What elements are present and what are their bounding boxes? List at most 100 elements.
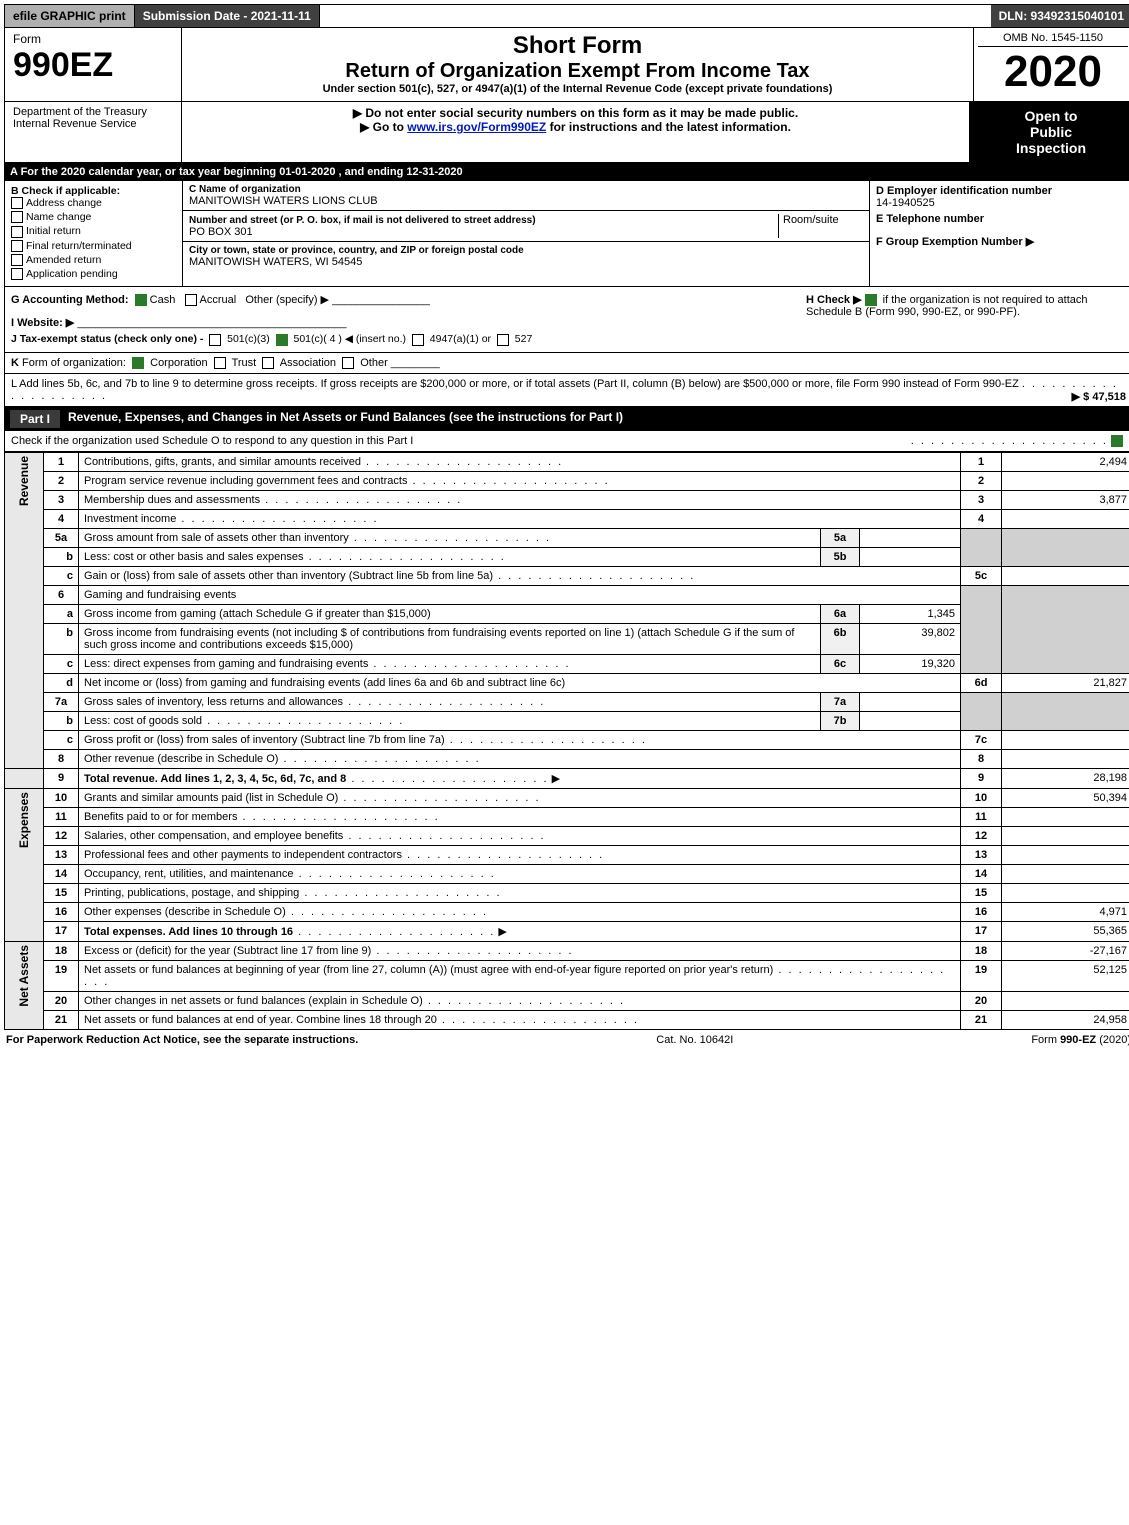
line-desc: Contributions, gifts, grants, and simila… — [84, 456, 361, 468]
tax-exempt-row: J Tax-exempt status (check only one) - 5… — [11, 333, 806, 345]
room-suite: Room/suite — [778, 214, 863, 238]
table-row: Expenses 10 Grants and similar amounts p… — [5, 788, 1129, 807]
dept-treasury: Department of the Treasury — [13, 106, 173, 118]
row-h-schedule-b: H Check ▶ if the organization is not req… — [806, 293, 1126, 345]
chk-schedule-b[interactable] — [865, 294, 877, 306]
table-row: a Gross income from gaming (attach Sched… — [5, 604, 1129, 623]
table-row: 4 Investment income 4 — [5, 509, 1129, 528]
chk-association[interactable] — [262, 357, 274, 369]
instructions-link-row: ▶ Go to www.irs.gov/Form990EZ for instru… — [186, 120, 965, 134]
table-row: 7a Gross sales of inventory, less return… — [5, 692, 1129, 711]
tax-year: 2020 — [978, 47, 1128, 97]
open-to-public-inspection: Open to Public Inspection — [970, 102, 1129, 162]
gross-receipts-amount: ▶ $ 47,518 — [1072, 390, 1126, 403]
table-row: 14 Occupancy, rent, utilities, and maint… — [5, 864, 1129, 883]
amount: 2,494 — [1002, 452, 1129, 471]
expenses-label: Expenses — [5, 788, 44, 941]
chk-trust[interactable] — [214, 357, 226, 369]
org-address: PO BOX 301 — [189, 226, 778, 238]
omb-number: OMB No. 1545-1150 — [978, 32, 1128, 47]
org-name: MANITOWISH WATERS LIONS CLUB — [189, 195, 863, 207]
cat-no: Cat. No. 10642I — [656, 1034, 733, 1046]
city-label: City or town, state or province, country… — [189, 245, 863, 256]
chk-final-return[interactable]: Final return/terminated — [11, 240, 176, 252]
irs-form-link[interactable]: www.irs.gov/Form990EZ — [407, 120, 546, 134]
chk-name-change[interactable]: Name change — [11, 211, 176, 223]
title-box: Short Form Return of Organization Exempt… — [182, 28, 974, 101]
table-row: 3 Membership dues and assessments 3 3,87… — [5, 490, 1129, 509]
phone-label: E Telephone number — [876, 213, 1126, 225]
irs-label: Internal Revenue Service — [13, 118, 173, 130]
form-header: Form 990EZ Short Form Return of Organiza… — [4, 28, 1129, 102]
efile-graphic-print[interactable]: efile GRAPHIC print — [5, 5, 135, 27]
form-word: Form — [13, 32, 173, 46]
row-l-text: L Add lines 5b, 6c, and 7b to line 9 to … — [11, 378, 1019, 390]
addr-label: Number and street (or P. O. box, if mail… — [189, 215, 536, 226]
chk-address-change[interactable]: Address change — [11, 197, 176, 209]
part1-title: Revenue, Expenses, and Changes in Net As… — [68, 410, 623, 428]
line-no: 1 — [44, 452, 79, 471]
ssn-notice: ▶ Do not enter social security numbers o… — [186, 106, 965, 120]
table-row: c Gross profit or (loss) from sales of i… — [5, 730, 1129, 749]
ein-label: D Employer identification number — [876, 185, 1126, 197]
open-line1: Open to — [976, 108, 1126, 124]
netassets-label: Net Assets — [5, 941, 44, 1029]
year-box: OMB No. 1545-1150 2020 — [974, 28, 1129, 101]
table-row: 9 Total revenue. Add lines 1, 2, 3, 4, 5… — [5, 768, 1129, 788]
table-row: d Net income or (loss) from gaming and f… — [5, 673, 1129, 692]
table-row: 6 Gaming and fundraising events — [5, 585, 1129, 604]
part1-check-row: Check if the organization used Schedule … — [4, 431, 1129, 452]
notice2-pre: ▶ Go to — [360, 120, 407, 134]
ein-value: 14-1940525 — [876, 197, 1126, 209]
org-city: MANITOWISH WATERS, WI 54545 — [189, 256, 863, 268]
notices: ▶ Do not enter social security numbers o… — [182, 102, 970, 162]
row-a-tax-year: A For the 2020 calendar year, or tax yea… — [4, 163, 1129, 181]
table-row: 16 Other expenses (describe in Schedule … — [5, 902, 1129, 921]
table-row: b Less: cost or other basis and sales ex… — [5, 547, 1129, 566]
row-gh: G Accounting Method: Cash Accrual Other … — [4, 287, 1129, 352]
submission-date: Submission Date - 2021-11-11 — [135, 5, 320, 27]
accounting-method: G Accounting Method: Cash Accrual Other … — [11, 293, 806, 306]
table-row: 13 Professional fees and other payments … — [5, 845, 1129, 864]
table-row: 21 Net assets or fund balances at end of… — [5, 1010, 1129, 1029]
row-k: K Form of organization: Corporation Trus… — [4, 353, 1129, 374]
chk-amended-return[interactable]: Amended return — [11, 254, 176, 266]
table-row: 20 Other changes in net assets or fund b… — [5, 991, 1129, 1010]
website-row: I Website: ▶ ___________________________… — [11, 316, 806, 329]
org-name-label: C Name of organization — [189, 184, 863, 195]
table-row: 19 Net assets or fund balances at beginn… — [5, 960, 1129, 991]
return-title: Return of Organization Exempt From Incom… — [186, 60, 969, 83]
chk-application-pending[interactable]: Application pending — [11, 268, 176, 280]
form-number: 990EZ — [13, 46, 173, 85]
table-row: c Less: direct expenses from gaming and … — [5, 654, 1129, 673]
open-line2: Public — [976, 124, 1126, 140]
table-row: 5a Gross amount from sale of assets othe… — [5, 528, 1129, 547]
under-section-text: Under section 501(c), 527, or 4947(a)(1)… — [186, 83, 969, 95]
ref-no: 1 — [961, 452, 1002, 471]
notice2-post: for instructions and the latest informat… — [550, 120, 791, 134]
table-row: Revenue 1 Contributions, gifts, grants, … — [5, 452, 1129, 471]
paperwork-notice: For Paperwork Reduction Act Notice, see … — [6, 1034, 358, 1046]
chk-schedule-o[interactable] — [1111, 435, 1123, 447]
table-row: 2 Program service revenue including gove… — [5, 471, 1129, 490]
chk-cash[interactable] — [135, 294, 147, 306]
chk-other-org[interactable] — [342, 357, 354, 369]
table-row: 11 Benefits paid to or for members 11 — [5, 807, 1129, 826]
table-row: b Less: cost of goods sold 7b — [5, 711, 1129, 730]
col-c-org-info: C Name of organization MANITOWISH WATERS… — [183, 181, 870, 286]
chk-initial-return[interactable]: Initial return — [11, 225, 176, 237]
table-row: c Gain or (loss) from sale of assets oth… — [5, 566, 1129, 585]
chk-accrual[interactable] — [185, 294, 197, 306]
part1-header: Part I Revenue, Expenses, and Changes in… — [4, 407, 1129, 431]
table-row: 8 Other revenue (describe in Schedule O)… — [5, 749, 1129, 768]
table-row: 12 Salaries, other compensation, and emp… — [5, 826, 1129, 845]
table-row: Net Assets 18 Excess or (deficit) for th… — [5, 941, 1129, 960]
page-footer: For Paperwork Reduction Act Notice, see … — [4, 1030, 1129, 1050]
row-l: L Add lines 5b, 6c, and 7b to line 9 to … — [4, 374, 1129, 407]
col-b-label: B Check if applicable: — [11, 185, 176, 197]
col-def: D Employer identification number 14-1940… — [870, 181, 1129, 286]
chk-corporation[interactable] — [132, 357, 144, 369]
top-bar: efile GRAPHIC print Submission Date - 20… — [4, 4, 1129, 28]
table-row: 15 Printing, publications, postage, and … — [5, 883, 1129, 902]
part1-table: Revenue 1 Contributions, gifts, grants, … — [4, 452, 1129, 1030]
